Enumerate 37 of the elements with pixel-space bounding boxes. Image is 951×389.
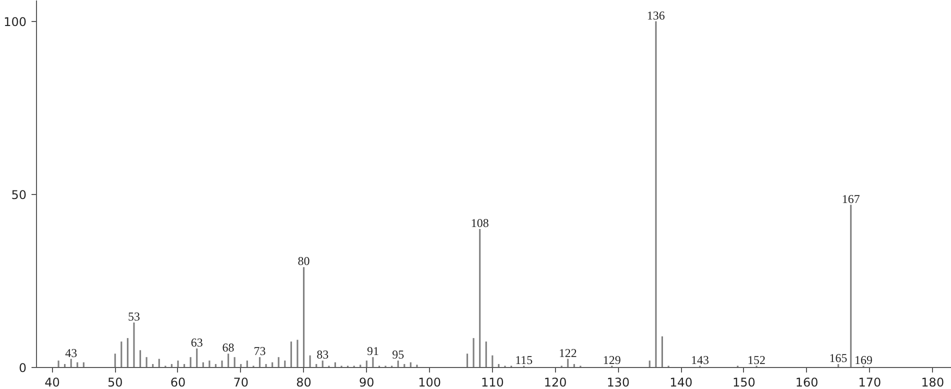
annotation: 169	[854, 352, 872, 367]
annotation: 68	[222, 340, 234, 355]
annotation: 95	[392, 348, 404, 362]
x-tick-label: 80	[296, 376, 312, 389]
annotation: 63	[190, 335, 203, 350]
annotation: 165	[829, 351, 848, 366]
x-tick-label: 100	[418, 376, 441, 389]
annotation: 91	[366, 344, 379, 358]
x-tick-label: 180	[921, 376, 944, 389]
x-tick-label: 130	[606, 376, 630, 389]
x-tick-label: 40	[44, 376, 60, 389]
x-tick-label: 110	[480, 376, 504, 389]
x-tick-label: 70	[233, 376, 249, 389]
y-tick-label: 50	[11, 188, 27, 202]
y-tick-label: 100	[4, 14, 26, 29]
annotation: 152	[748, 352, 766, 367]
annotation: 108	[470, 216, 489, 230]
annotation: 143	[690, 352, 709, 367]
x-tick-label: 50	[107, 376, 123, 389]
x-tick-label: 140	[670, 376, 693, 389]
x-tick-label: 160	[795, 376, 818, 389]
y-tick-label: 0	[18, 361, 27, 375]
annotation: 136	[646, 8, 665, 22]
x-tick-label: 60	[170, 376, 186, 389]
annotation: 73	[254, 344, 266, 358]
annotation: 80	[298, 254, 310, 268]
x-tick-label: 170	[858, 376, 882, 389]
x-tick-label: 90	[359, 376, 374, 389]
annotation: 53	[128, 309, 140, 324]
annotation: 115	[515, 352, 533, 367]
annotation: 43	[65, 346, 78, 360]
annotation: 129	[602, 352, 621, 367]
x-tick-label: 150	[732, 376, 756, 389]
annotation: 83	[316, 348, 329, 362]
annotation: 122	[558, 346, 577, 360]
x-tick-label: 120	[544, 376, 567, 389]
annotation: 167	[842, 192, 860, 206]
